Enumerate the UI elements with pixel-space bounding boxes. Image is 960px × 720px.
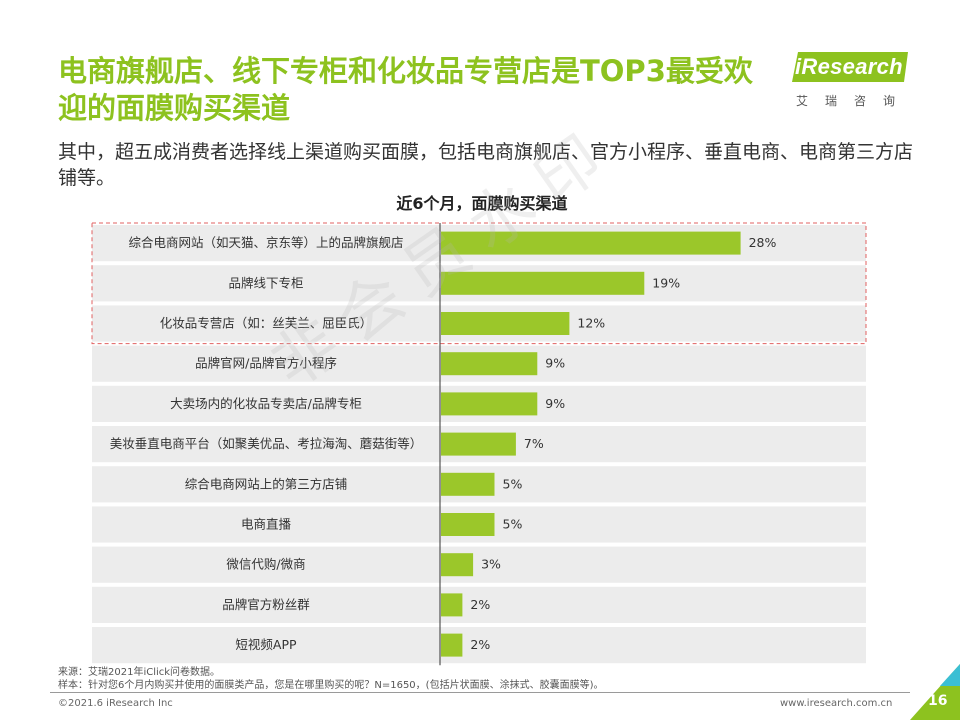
- bar: [441, 593, 463, 617]
- footer-notes: 来源：艾瑞2021年iClick问卷数据。 样本：针对您6个月内购买并使用的面膜…: [58, 666, 603, 692]
- value-label: 7%: [524, 436, 544, 451]
- category-label: 美妆垂直电商平台（如聚美优品、考拉海淘、蘑菇街等）: [110, 436, 423, 451]
- bar: [441, 633, 463, 657]
- chart-title: 近6个月，面膜购买渠道: [396, 194, 568, 213]
- value-label: 5%: [503, 476, 523, 491]
- value-label: 2%: [470, 597, 490, 612]
- value-label: 28%: [749, 235, 777, 250]
- bar: [441, 231, 741, 255]
- row-band: [92, 586, 866, 623]
- logo-shape: [792, 52, 908, 82]
- footer-divider: [50, 692, 910, 693]
- logo-subtitle: 艾瑞咨询: [796, 94, 913, 108]
- category-label: 大卖场内的化妆品专卖店/品牌专柜: [170, 396, 362, 411]
- row-band: [92, 546, 866, 583]
- category-label: 品牌官方粉丝群: [222, 597, 310, 612]
- value-label: 5%: [503, 517, 523, 532]
- source-note: 来源：艾瑞2021年iClick问卷数据。: [58, 667, 221, 678]
- iresearch-logo: iResearch 艾瑞咨询: [792, 50, 910, 110]
- category-label: 化妆品专营店（如：丝芙兰、屈臣氏）: [160, 316, 373, 331]
- category-label: 微信代购/微商: [226, 557, 305, 572]
- bar: [441, 432, 516, 456]
- sample-note: 样本：针对您6个月内购买并使用的面膜类产品，您是在哪里购买的呢？N=1650，(…: [58, 680, 604, 691]
- bar: [441, 271, 645, 295]
- bar: [441, 472, 495, 496]
- value-label: 9%: [545, 356, 565, 371]
- value-label: 12%: [577, 316, 605, 331]
- site-url: www.iresearch.com.cn: [780, 698, 893, 709]
- bar: [441, 312, 570, 335]
- logo-wordmark: iResearch: [795, 54, 903, 79]
- value-label: 2%: [470, 637, 490, 652]
- category-label: 综合电商网站上的第三方店铺: [185, 476, 348, 491]
- top3-highlight-box: [91, 222, 867, 345]
- bar: [441, 513, 495, 536]
- corner-decoration: [910, 664, 960, 720]
- category-label: 电商直播: [241, 517, 292, 532]
- row-band: [92, 627, 866, 664]
- category-label: 品牌线下专柜: [228, 275, 303, 290]
- copyright: ©2021.6 iResearch Inc: [58, 698, 173, 709]
- bar: [441, 392, 538, 416]
- page-number: 16: [928, 693, 948, 709]
- bar: [441, 553, 474, 577]
- value-label: 9%: [545, 396, 565, 411]
- page-title: 电商旗舰店、线下专柜和化妆品专营店是TOP3最受欢迎的面膜购买渠道: [58, 54, 753, 125]
- bar: [441, 352, 538, 376]
- value-label: 19%: [652, 275, 680, 290]
- category-label: 综合电商网站（如天猫、京东等）上的品牌旗舰店: [128, 235, 403, 250]
- category-label: 短视频APP: [235, 637, 297, 652]
- category-label: 品牌官网/品牌官方小程序: [195, 356, 337, 371]
- value-label: 3%: [481, 557, 501, 572]
- page-subtitle: 其中，超五成消费者选择线上渠道购买面膜，包括电商旗舰店、官方小程序、垂直电商、电…: [58, 141, 914, 189]
